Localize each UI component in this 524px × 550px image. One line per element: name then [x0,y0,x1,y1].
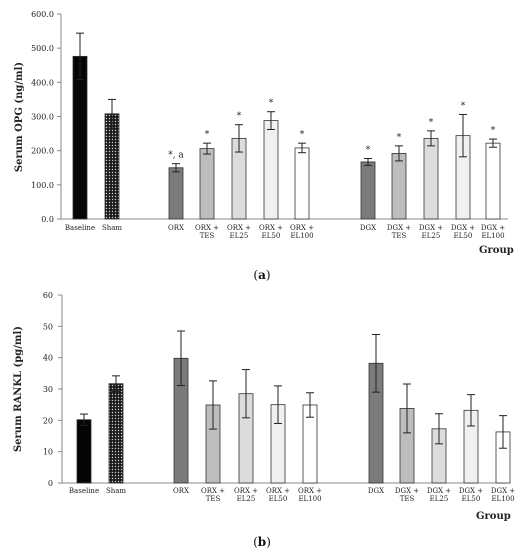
bar [294,147,310,220]
category-label: DGX [360,224,376,232]
significance-mark: * [461,101,466,111]
y-tick-label: 10 [43,448,53,457]
y-tick-label: 400.0 [31,78,54,87]
significance-mark: * [237,112,242,122]
category-label: EL25 [422,232,441,240]
category-label: ORX + [259,224,283,232]
bar [76,419,92,484]
category-label: EL50 [262,232,281,240]
y-tick-label: 60 [43,291,53,300]
significance-mark: * [205,130,210,140]
y-tick-label: 40 [43,354,53,363]
category-label: TES [206,495,221,503]
significance-mark: * [397,133,402,143]
category-label: ORX + [234,487,258,495]
category-label: ORX + [195,224,219,232]
category-label: DGX + [427,487,451,495]
category-label: EL100 [481,232,504,240]
category-label: DGX + [387,224,411,232]
category-label: DGX + [491,487,515,495]
category-label: DGX + [459,487,483,495]
category-label: ORX [173,487,189,495]
category-label: EL100 [290,232,313,240]
significance-mark: * [429,118,434,128]
significance-mark: * [366,146,371,156]
y-tick-label: 300.0 [31,113,54,122]
y-tick-label: 50 [43,322,53,331]
category-label: ORX + [201,487,225,495]
category-label: TES [392,232,407,240]
significance-mark: * [491,126,496,136]
panel-label: (b) [253,535,271,549]
bar [108,383,124,484]
bar [485,142,501,220]
category-label: Sham [106,487,126,495]
category-label: Baseline [69,487,99,495]
category-label: ORX + [290,224,314,232]
category-label: EL25 [230,232,249,240]
significance-mark: * [300,130,305,140]
bar [72,55,88,220]
category-label: ORX [168,224,184,232]
category-label: EL50 [462,495,481,503]
category-label: DGX + [451,224,475,232]
category-label: ORX + [227,224,251,232]
category-label: Baseline [65,224,95,232]
category-label: EL50 [269,495,288,503]
bar [263,120,279,220]
y-tick-label: 600.0 [31,10,54,19]
bar [168,167,184,220]
y-axis-label: Serum RANKL (pg/ml) [13,326,24,452]
bar [391,152,407,220]
y-tick-label: 0 [48,479,53,488]
category-label: DGX + [395,487,419,495]
y-tick-label: 100.0 [31,181,54,190]
bar [199,148,215,220]
category-label: EL100 [298,495,321,503]
bar [104,113,120,220]
y-axis-label: Serum OPG (ng/ml) [14,62,25,172]
chart-rankl: Serum RANKL (pg/ml) Group (b) 0 10 20 30 40 5… [13,291,515,549]
category-label: DGX [368,487,384,495]
y-tick-label: 20 [43,416,53,425]
category-label: EL25 [237,495,256,503]
y-tick-label: 30 [43,385,53,394]
x-axis-label: Group [479,245,514,256]
x-axis-label: Group [476,511,511,522]
significance-mark: * [269,99,274,109]
category-label: DGX + [419,224,443,232]
significance-mark: *, a [168,151,184,161]
category-label: DGX + [481,224,505,232]
category-label: EL50 [454,232,473,240]
category-label: EL100 [491,495,514,503]
category-label: ORX + [298,487,322,495]
category-label: TES [200,232,215,240]
bar [423,137,439,220]
category-label: Sham [102,224,122,232]
y-tick-label: 500.0 [31,44,54,53]
category-label: EL25 [430,495,449,503]
bar [360,161,376,220]
y-tick-label: 200.0 [31,147,54,156]
category-label: TES [400,495,415,503]
panel-label: (a) [253,268,270,282]
chart-opg: Serum OPG (ng/ml) Group (a) 0.0 100.0 200.… [14,10,514,282]
y-tick-label: 0.0 [41,215,54,224]
category-label: ORX + [266,487,290,495]
